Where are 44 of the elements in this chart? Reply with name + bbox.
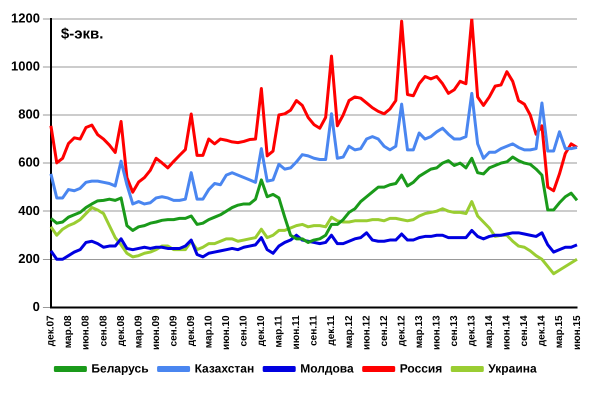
x-tick-label: сен.14 (519, 314, 530, 346)
legend-label: Казахстан (194, 361, 254, 376)
x-tick-label: дек.07 (46, 314, 57, 346)
x-tick-label: июн.11 (291, 314, 302, 350)
x-tick-label: дек.09 (186, 314, 197, 346)
y-tick-label: 400 (18, 202, 40, 218)
x-tick-label: июн.10 (221, 314, 232, 350)
legend-label: Беларусь (91, 361, 149, 376)
x-tick-label: сен.09 (168, 314, 180, 346)
legend-label: Молдова (300, 361, 354, 376)
x-tick-label: мар.13 (414, 314, 425, 348)
x-tick-label: июн.12 (361, 314, 372, 350)
x-tick-label: дек.12 (396, 314, 408, 346)
x-tick-label: сен.13 (449, 314, 460, 346)
x-tick-label: июн.14 (502, 314, 513, 350)
x-tick-label: сен.10 (238, 314, 250, 346)
x-tick-label: мар.08 (63, 314, 74, 348)
x-tick-label: июн.15 (572, 314, 583, 350)
x-tick-label: сен.12 (378, 314, 390, 346)
legend-label: Россия (400, 361, 442, 376)
x-tick-label: дек.08 (116, 314, 127, 346)
y-tick-label: 800 (18, 106, 40, 122)
x-tick-label: сен.11 (308, 314, 320, 346)
x-tick-label: дек.14 (536, 314, 548, 346)
legend-label: Украина (488, 361, 537, 376)
x-tick-label: мар.09 (133, 314, 144, 348)
x-tick-label: дек.10 (256, 314, 268, 346)
y-tick-label: 600 (18, 154, 40, 170)
x-tick-label: мар.11 (274, 314, 285, 348)
x-tick-label: дек.13 (466, 314, 478, 346)
x-tick-label: мар.12 (344, 314, 355, 348)
y-tick-label: 1200 (11, 10, 40, 26)
x-tick-label: дек.11 (326, 314, 338, 346)
y-tick-label: 200 (18, 250, 40, 266)
y-tick-label: 1000 (11, 58, 40, 74)
x-tick-label: июн.13 (431, 314, 442, 350)
y-axis-title: $-экв. (60, 25, 104, 42)
y-tick-label: 0 (32, 298, 40, 314)
x-tick-label: мар.15 (554, 314, 566, 348)
x-tick-label: сен.08 (98, 314, 110, 346)
x-tick-label: мар.10 (203, 314, 214, 348)
x-tick-label: июн.09 (150, 314, 162, 350)
x-tick-label: мар.14 (484, 314, 496, 348)
x-tick-label: июн.08 (80, 314, 92, 350)
